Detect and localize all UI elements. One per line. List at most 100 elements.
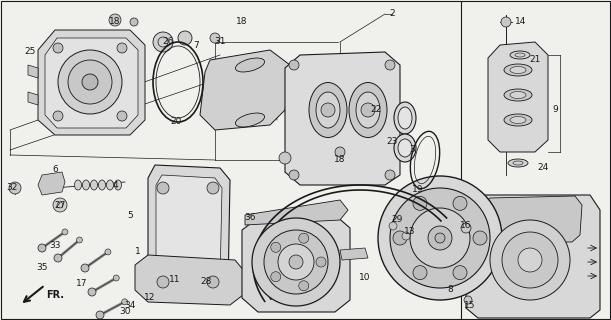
Polygon shape: [38, 172, 65, 195]
Circle shape: [153, 32, 173, 52]
Text: 18: 18: [109, 18, 121, 27]
Circle shape: [490, 220, 570, 300]
Text: 16: 16: [460, 220, 472, 229]
Circle shape: [410, 208, 470, 268]
Text: 8: 8: [447, 285, 453, 294]
Text: 21: 21: [529, 55, 541, 65]
Text: 18: 18: [236, 18, 247, 27]
Circle shape: [62, 229, 68, 235]
Polygon shape: [38, 30, 145, 135]
Text: 2: 2: [389, 10, 395, 19]
Text: 17: 17: [76, 278, 88, 287]
Circle shape: [385, 170, 395, 180]
Text: 11: 11: [169, 276, 181, 284]
Circle shape: [38, 244, 46, 252]
Ellipse shape: [356, 92, 380, 128]
Circle shape: [278, 244, 314, 280]
Text: 36: 36: [244, 213, 256, 222]
Circle shape: [157, 276, 169, 288]
Circle shape: [289, 170, 299, 180]
Circle shape: [96, 311, 104, 319]
Circle shape: [428, 226, 452, 250]
Text: 28: 28: [200, 277, 211, 286]
Polygon shape: [242, 215, 350, 312]
Text: 22: 22: [370, 106, 382, 115]
Circle shape: [117, 111, 127, 121]
Text: 5: 5: [127, 211, 133, 220]
Ellipse shape: [235, 113, 265, 127]
Circle shape: [385, 60, 395, 70]
Circle shape: [113, 275, 119, 281]
Ellipse shape: [504, 64, 532, 76]
Text: 18: 18: [334, 156, 346, 164]
Circle shape: [378, 176, 502, 300]
Circle shape: [316, 257, 326, 267]
Ellipse shape: [510, 51, 530, 59]
Circle shape: [58, 50, 122, 114]
Ellipse shape: [510, 116, 526, 124]
Circle shape: [178, 31, 192, 45]
Circle shape: [321, 103, 335, 117]
Polygon shape: [466, 195, 600, 318]
Ellipse shape: [235, 58, 265, 72]
Text: 25: 25: [24, 47, 35, 57]
Circle shape: [117, 43, 127, 53]
Circle shape: [271, 272, 281, 282]
Circle shape: [53, 43, 63, 53]
Circle shape: [109, 14, 121, 26]
Ellipse shape: [90, 180, 98, 190]
Polygon shape: [135, 255, 245, 305]
Text: 7: 7: [193, 41, 199, 50]
Text: 31: 31: [214, 37, 225, 46]
Polygon shape: [488, 42, 548, 152]
Text: 13: 13: [404, 228, 415, 236]
Ellipse shape: [82, 180, 89, 190]
Polygon shape: [148, 165, 230, 300]
Circle shape: [271, 242, 281, 252]
Circle shape: [390, 188, 490, 288]
Ellipse shape: [349, 83, 387, 138]
Circle shape: [9, 182, 21, 194]
Polygon shape: [245, 200, 348, 225]
Circle shape: [76, 237, 82, 243]
Circle shape: [122, 299, 128, 305]
Circle shape: [453, 266, 467, 280]
Ellipse shape: [504, 89, 532, 101]
Text: 1: 1: [135, 247, 141, 257]
Circle shape: [264, 230, 328, 294]
Circle shape: [130, 18, 138, 26]
Ellipse shape: [394, 134, 416, 162]
Text: 30: 30: [119, 308, 131, 316]
Text: 12: 12: [144, 293, 156, 302]
Circle shape: [81, 264, 89, 272]
Ellipse shape: [316, 92, 340, 128]
Circle shape: [299, 233, 309, 243]
Circle shape: [54, 254, 62, 262]
Text: 32: 32: [6, 183, 18, 193]
Circle shape: [157, 182, 169, 194]
Circle shape: [413, 266, 427, 280]
Ellipse shape: [510, 92, 526, 99]
Circle shape: [335, 147, 345, 157]
Circle shape: [461, 223, 471, 233]
Circle shape: [435, 233, 445, 243]
Circle shape: [502, 232, 558, 288]
Circle shape: [501, 17, 511, 27]
Circle shape: [289, 255, 303, 269]
Text: 20: 20: [170, 117, 181, 126]
Circle shape: [207, 182, 219, 194]
Ellipse shape: [398, 107, 412, 129]
Ellipse shape: [114, 180, 122, 190]
Text: 27: 27: [54, 201, 66, 210]
Text: 29: 29: [391, 215, 403, 225]
Circle shape: [361, 103, 375, 117]
Polygon shape: [200, 50, 290, 130]
Polygon shape: [340, 248, 368, 260]
Circle shape: [389, 222, 397, 230]
Text: 4: 4: [112, 180, 118, 189]
Polygon shape: [285, 52, 400, 185]
Circle shape: [393, 231, 407, 245]
Polygon shape: [45, 38, 138, 128]
Circle shape: [453, 196, 467, 210]
Circle shape: [88, 288, 96, 296]
